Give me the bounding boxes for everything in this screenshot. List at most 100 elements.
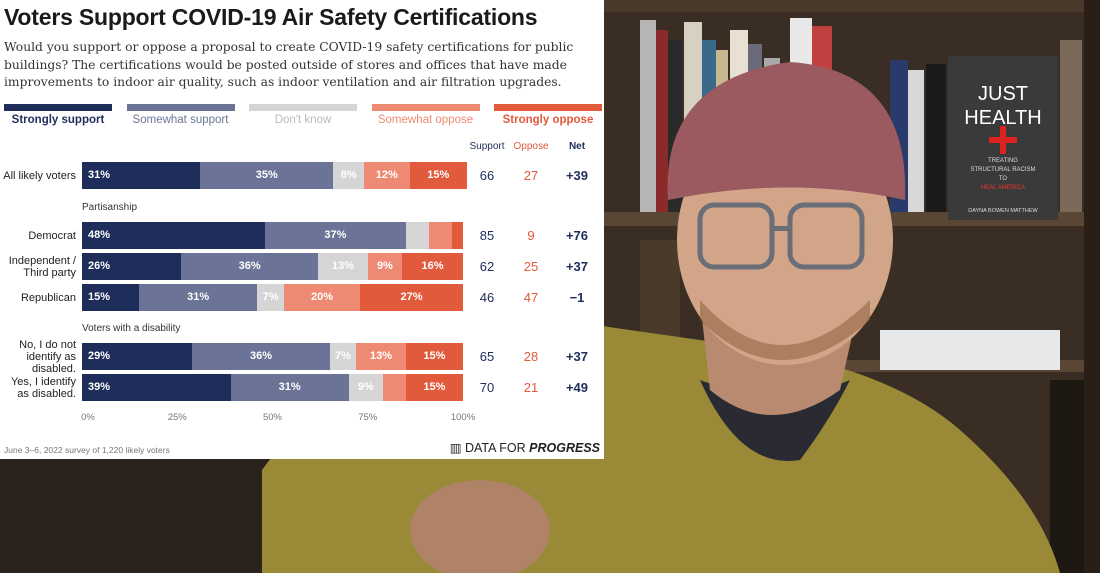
bar-segment — [382, 374, 406, 401]
row-label: Yes, I identify as disabled. — [10, 375, 76, 400]
bar-segment — [181, 253, 319, 280]
bar-segment — [428, 222, 452, 249]
bar-segment — [230, 374, 349, 401]
net-value: −1 — [569, 290, 585, 305]
bar-value-label: 39% — [88, 381, 111, 393]
bar-segment — [82, 253, 182, 280]
bar-segment — [405, 343, 463, 370]
bar-value-label: 37% — [324, 229, 347, 241]
bar-value-label: 15% — [423, 381, 446, 393]
oppose-value: 47 — [523, 290, 539, 305]
bar-value-label: 27% — [400, 291, 423, 303]
bar-segment — [360, 284, 463, 311]
support-value: 70 — [479, 380, 495, 395]
net-value: +37 — [565, 349, 589, 364]
bar-segment — [318, 253, 368, 280]
chart-subtitle: Would you support or oppose a proposal t… — [4, 40, 574, 89]
bar-segment — [283, 284, 361, 311]
legend-swatch — [371, 104, 480, 111]
bar-segment — [409, 162, 467, 189]
bar-value-label: 15% — [427, 169, 450, 181]
bar-value-label: 15% — [423, 350, 446, 362]
net-value: +39 — [565, 168, 589, 183]
footnote: June 3–6, 2022 survey of 1,220 likely vo… — [4, 445, 170, 455]
bar-value-label: 9% — [376, 260, 393, 272]
x-tick-label: 100% — [450, 412, 476, 423]
oppose-value: 21 — [523, 380, 539, 395]
legend-swatch — [126, 104, 235, 111]
bar-value-label: 7% — [262, 291, 279, 303]
bar-segment — [200, 162, 334, 189]
support-value: 65 — [479, 349, 495, 364]
bar-segment — [257, 284, 284, 311]
bar-value-label: 26% — [88, 260, 111, 272]
svg-text:DAYNA BOWEN MATTHEW: DAYNA BOWEN MATTHEW — [968, 208, 1038, 214]
row-label: No, I do not identify as disabled. — [19, 338, 76, 375]
section-label: Partisanship — [82, 202, 138, 213]
brand-prefix: DATA FOR — [465, 441, 526, 455]
oppose-value: 9 — [527, 228, 535, 243]
bar-segment — [405, 374, 463, 401]
bar-value-label: 36% — [250, 350, 273, 362]
bar-segment — [333, 162, 364, 189]
legend-swatch — [494, 104, 602, 111]
oppose-value: 27 — [523, 168, 539, 183]
svg-text:TREATING: TREATING — [988, 158, 1018, 164]
bar-value-label: 31% — [187, 291, 210, 303]
legend-label: Strongly oppose — [502, 114, 594, 126]
legend-item: Strongly oppose — [494, 104, 602, 132]
bar-segment — [192, 343, 330, 370]
bar-segment — [405, 222, 429, 249]
bar-value-label: 31% — [88, 169, 111, 181]
chart-title: Voters Support COVID-19 Air Safety Certi… — [4, 4, 538, 30]
book-cover-just-health: JUST HEALTH TREATING STRUCTURAL RACISM T… — [948, 56, 1058, 220]
bar-value-label: 13% — [370, 350, 393, 362]
bar-value-label: 48% — [88, 229, 111, 241]
legend-item: Somewhat support — [126, 104, 235, 132]
x-tick-label: 50% — [262, 412, 282, 423]
support-value: 46 — [479, 290, 495, 305]
legend-item: Don't know — [249, 104, 357, 132]
x-tick-label: 25% — [167, 412, 187, 423]
source-brand: ▥ DATA FOR PROGRESS — [450, 440, 600, 455]
legend-swatch — [249, 104, 357, 111]
bar-value-label: 13% — [331, 260, 354, 272]
bar-segment — [367, 253, 403, 280]
brand-bold: PROGRESS — [529, 441, 600, 455]
bar-segment — [348, 374, 383, 401]
section-label: Voters with a disability — [82, 323, 181, 334]
svg-text:TO: TO — [999, 176, 1008, 182]
x-tick-label: 0% — [81, 412, 95, 423]
bar-segment — [264, 222, 406, 249]
net-value: +76 — [565, 228, 589, 243]
bar-value-label: 29% — [88, 350, 111, 362]
bar-value-label: 36% — [238, 260, 261, 272]
bar-value-label: 35% — [255, 169, 278, 181]
svg-text:HEALTH: HEALTH — [964, 107, 1041, 129]
support-column-header: Support — [469, 141, 505, 152]
svg-text:HEAL AMERICA: HEAL AMERICA — [981, 185, 1025, 191]
legend-label: Somewhat support — [132, 114, 229, 126]
support-value: 66 — [479, 168, 495, 183]
row-label: Independent / Third party — [8, 254, 76, 279]
bar-segment — [82, 222, 265, 249]
legend-swatch — [4, 104, 112, 111]
oppose-value: 28 — [523, 349, 539, 364]
bar-value-label: 9% — [357, 381, 374, 393]
support-value: 62 — [479, 259, 495, 274]
row-label: Republican — [20, 291, 76, 304]
bar-value-label: 16% — [421, 260, 444, 272]
bar-segment — [356, 343, 406, 370]
row-label: Democrat — [28, 229, 76, 242]
legend-item: Somewhat oppose — [371, 104, 480, 132]
net-column-header: Net — [568, 141, 586, 152]
bar-value-label: 20% — [311, 291, 334, 303]
bar-value-label: 15% — [88, 291, 111, 303]
legend-label: Strongly support — [11, 114, 105, 126]
support-value: 85 — [479, 228, 495, 243]
oppose-value: 25 — [523, 259, 539, 274]
bar-segment — [329, 343, 357, 370]
bar-value-label: 12% — [375, 169, 398, 181]
bar-segment — [82, 284, 140, 311]
bar-segment — [82, 343, 193, 370]
